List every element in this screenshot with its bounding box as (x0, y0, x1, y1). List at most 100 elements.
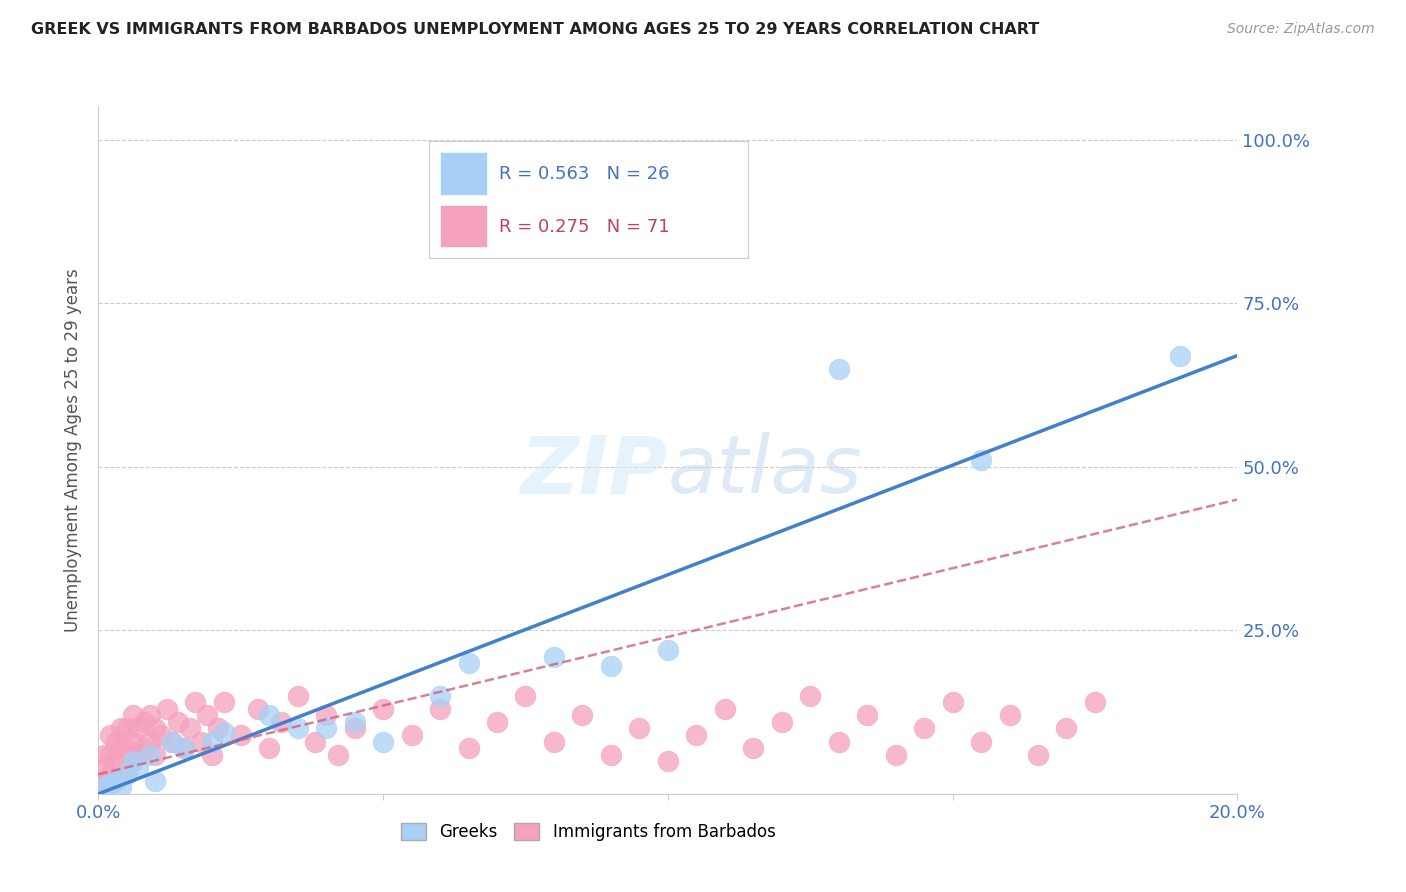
Point (259, 708, 281, 723)
Point (429, 689, 451, 703)
Point (104, 754, 127, 768)
Point (98, 747, 121, 762)
Point (856, 708, 879, 723)
Point (246, 702, 269, 716)
Point (1056, 722, 1078, 736)
Text: atlas: atlas (668, 432, 863, 510)
Point (115, 722, 138, 736)
Point (98, 777, 121, 791)
Point (799, 689, 821, 703)
Point (184, 695, 207, 709)
Point (104, 773, 127, 788)
Point (828, 734, 851, 748)
Point (212, 724, 235, 739)
Point (828, 361, 851, 376)
Point (138, 747, 160, 762)
Text: Source: ZipAtlas.com: Source: ZipAtlas.com (1227, 22, 1375, 37)
Point (657, 754, 679, 768)
Point (628, 722, 651, 736)
Point (127, 722, 149, 736)
Point (401, 728, 423, 742)
Point (259, 741, 281, 756)
Point (742, 741, 765, 756)
Point (657, 643, 679, 657)
Point (1084, 695, 1107, 709)
Point (173, 741, 195, 756)
Text: ZIP: ZIP (520, 432, 668, 510)
Point (201, 734, 224, 748)
Point (912, 722, 935, 736)
Point (229, 728, 252, 742)
Point (127, 747, 149, 762)
Point (600, 747, 623, 762)
Point (115, 761, 138, 775)
Point (942, 695, 965, 709)
Point (121, 734, 143, 748)
Point (201, 747, 224, 762)
Point (156, 702, 179, 716)
Point (104, 734, 127, 748)
Point (270, 714, 292, 729)
Point (1170, 349, 1192, 363)
Point (212, 695, 235, 709)
Point (110, 780, 132, 795)
Point (121, 754, 143, 768)
Point (543, 649, 565, 664)
Legend: Greeks, Immigrants from Barbados: Greeks, Immigrants from Barbados (394, 816, 782, 847)
Point (167, 714, 190, 729)
Point (110, 722, 132, 736)
Point (998, 708, 1021, 723)
Point (93, 761, 115, 775)
Point (571, 708, 593, 723)
Point (145, 747, 167, 762)
Point (457, 656, 479, 670)
Point (121, 708, 143, 723)
Text: GREEK VS IMMIGRANTS FROM BARBADOS UNEMPLOYMENT AMONG AGES 25 TO 29 YEARS CORRELA: GREEK VS IMMIGRANTS FROM BARBADOS UNEMPL… (31, 22, 1039, 37)
Point (127, 761, 149, 775)
Point (326, 747, 349, 762)
Point (138, 734, 160, 748)
Point (373, 702, 395, 716)
Point (685, 728, 707, 742)
Point (373, 734, 395, 748)
Point (770, 714, 793, 729)
Point (304, 734, 326, 748)
Point (179, 722, 201, 736)
Point (207, 722, 229, 736)
Point (93, 780, 115, 795)
Point (515, 689, 537, 703)
Point (343, 714, 366, 729)
Point (93, 747, 115, 762)
Point (173, 741, 195, 756)
Point (150, 728, 173, 742)
Point (543, 734, 565, 748)
Point (110, 741, 132, 756)
Point (162, 734, 184, 748)
Point (98, 728, 121, 742)
Point (884, 747, 907, 762)
Point (429, 702, 451, 716)
Point (115, 741, 138, 756)
Point (93, 773, 115, 788)
Point (115, 767, 138, 781)
Y-axis label: Unemployment Among Ages 25 to 29 years: Unemployment Among Ages 25 to 29 years (65, 268, 83, 632)
Point (457, 741, 479, 756)
Point (195, 708, 218, 723)
Point (600, 659, 623, 673)
Point (970, 453, 993, 467)
Point (714, 702, 737, 716)
Point (132, 714, 155, 729)
Point (190, 734, 212, 748)
Point (162, 734, 184, 748)
Point (145, 773, 167, 788)
Point (315, 708, 337, 723)
Point (138, 708, 160, 723)
Point (145, 722, 167, 736)
Point (970, 734, 993, 748)
Point (486, 714, 509, 729)
Point (287, 689, 309, 703)
Point (343, 722, 366, 736)
Point (132, 741, 155, 756)
Point (315, 722, 337, 736)
Point (121, 754, 143, 768)
